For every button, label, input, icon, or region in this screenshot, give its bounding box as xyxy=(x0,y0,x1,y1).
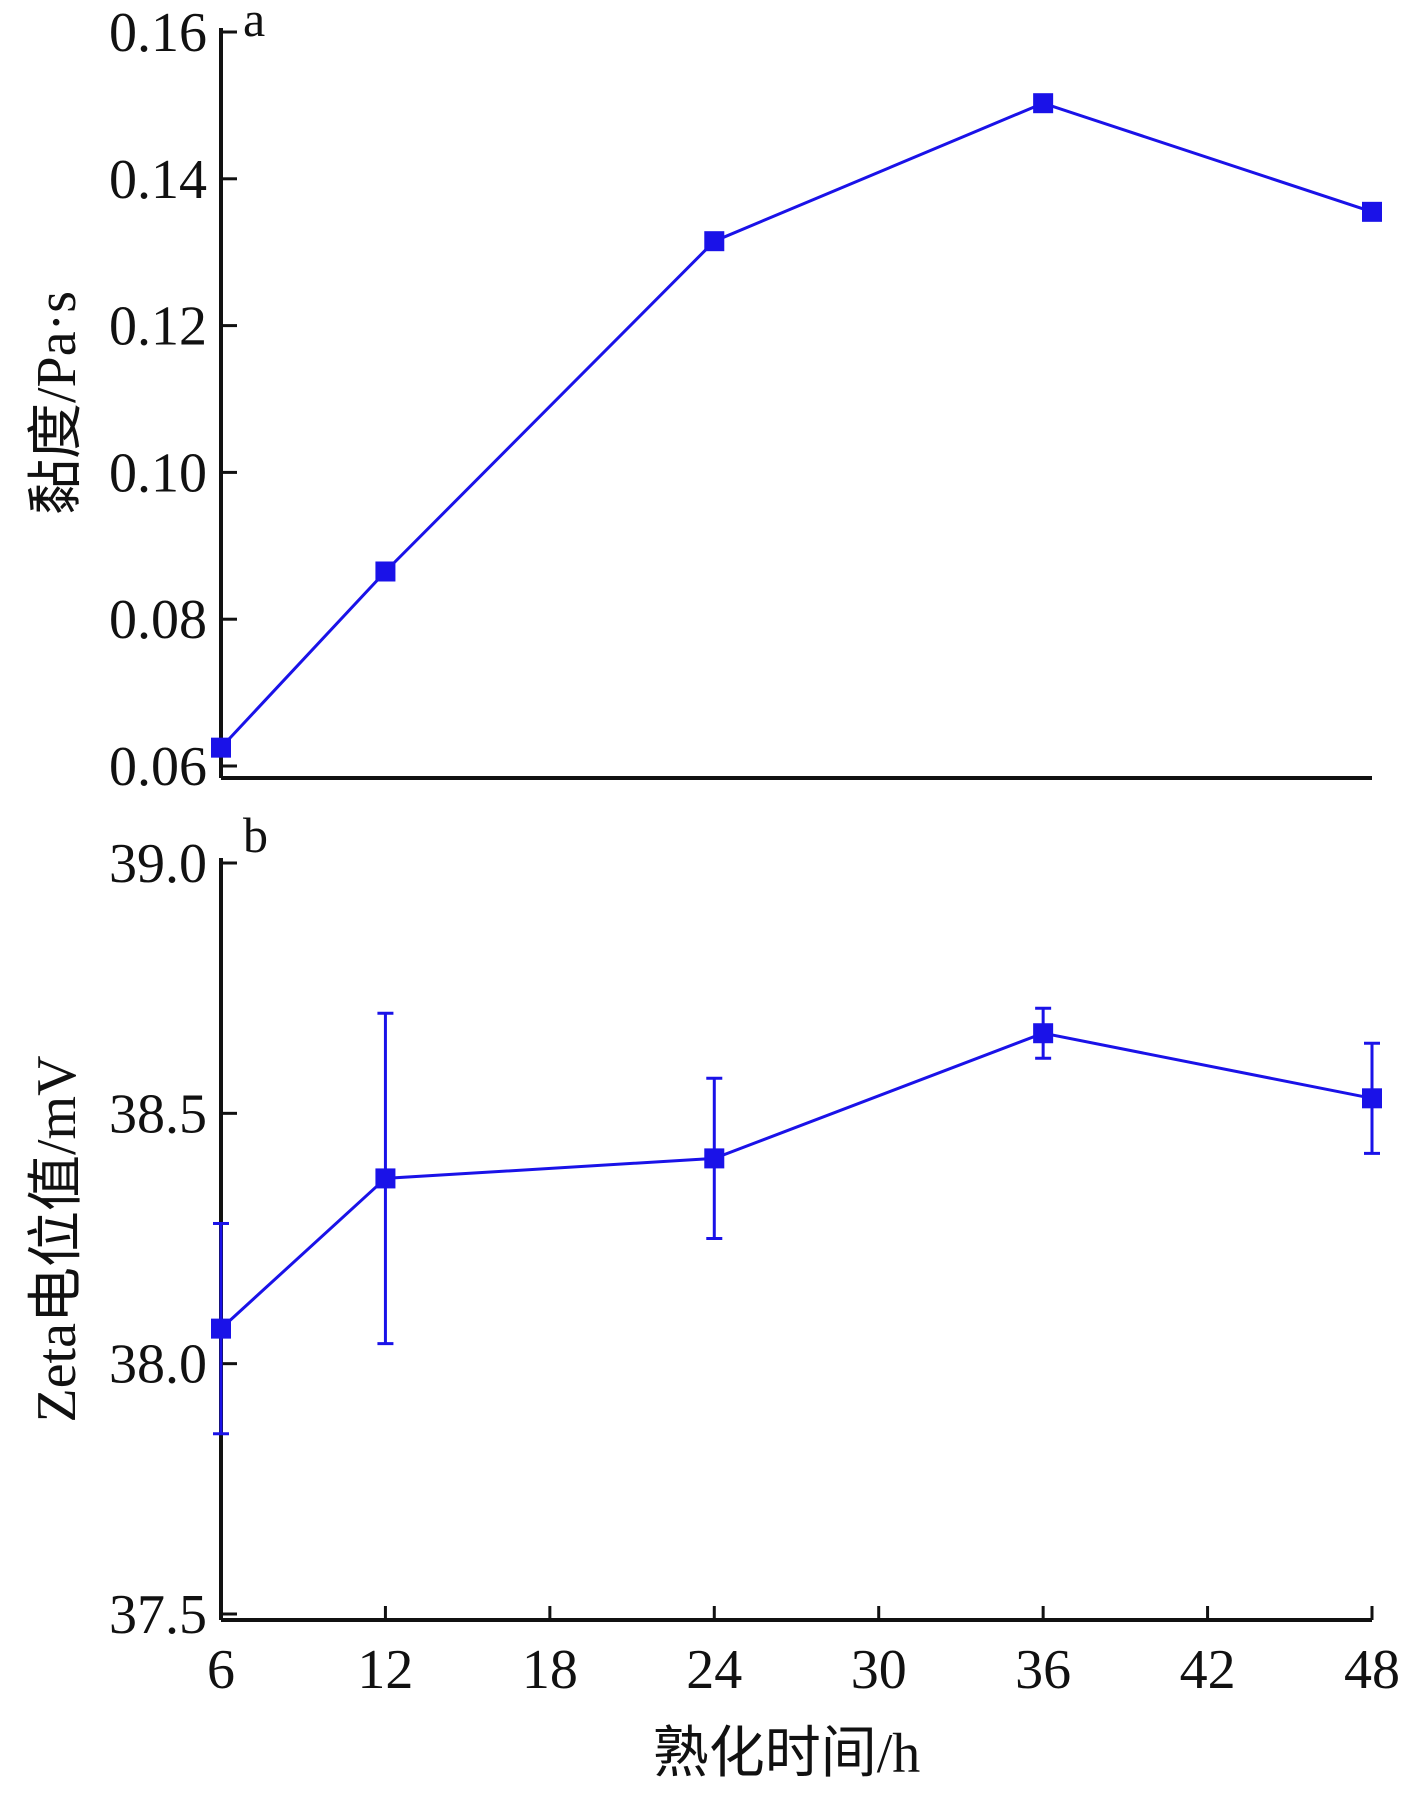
panel-b-zeta-potential: 37.5 38.0 38.5 39.0 6 12 18 24 30 36 42 48 b Zeta电… xyxy=(26,807,1400,1785)
y-tick-label: 0.08 xyxy=(109,589,207,651)
y-tick-label: 0.12 xyxy=(109,296,207,358)
x-tick-label: 48 xyxy=(1344,1639,1400,1701)
panel-b-series xyxy=(211,1006,1382,1436)
x-axis-title: 熟化时间/h xyxy=(653,1723,921,1785)
y-tick-label: 0.06 xyxy=(109,736,207,798)
x-tick-label: 42 xyxy=(1180,1639,1236,1701)
y-tick-label: 38.5 xyxy=(109,1083,207,1145)
data-point-marker xyxy=(1033,93,1054,114)
data-point-marker xyxy=(375,561,396,582)
panel-a-series xyxy=(211,93,1382,758)
series-line xyxy=(219,101,1373,749)
x-tick-label: 18 xyxy=(522,1639,578,1701)
panel-b-y-axis-title: Zeta电位值/mV xyxy=(26,1055,88,1422)
y-tick-label: 37.5 xyxy=(109,1584,207,1646)
data-point-marker xyxy=(1033,1023,1054,1044)
y-tick-label: 0.14 xyxy=(109,149,207,211)
data-point-marker xyxy=(1362,1088,1382,1109)
x-tick-label: 30 xyxy=(851,1639,907,1701)
panel-a-y-axis-title: 黏度/Pa·s xyxy=(26,291,88,515)
data-point-marker xyxy=(211,1318,231,1339)
panel-b-y-ticks: 37.5 38.0 38.5 39.0 xyxy=(109,833,237,1646)
panel-a-viscosity: 0.06 0.08 0.10 0.12 0.14 0.16 a 黏度/Pa·s xyxy=(26,0,1382,798)
panel-a-label: a xyxy=(243,0,265,47)
x-tick-label: 6 xyxy=(207,1639,235,1701)
data-point-marker xyxy=(704,231,725,252)
data-point-marker xyxy=(1362,201,1382,222)
y-tick-label: 38.0 xyxy=(109,1334,207,1396)
panel-b-label: b xyxy=(243,807,268,863)
x-tick-label: 12 xyxy=(357,1639,413,1701)
panel-b-x-ticks: 6 12 18 24 30 36 42 48 xyxy=(207,1606,1400,1701)
panel-a-y-ticks: 0.06 0.08 0.10 0.12 0.14 0.16 xyxy=(109,2,237,798)
x-tick-label: 36 xyxy=(1015,1639,1071,1701)
y-tick-label: 0.16 xyxy=(109,2,207,64)
data-point-marker xyxy=(704,1148,725,1169)
data-point-marker xyxy=(211,737,231,758)
y-tick-label: 0.10 xyxy=(109,442,207,504)
data-point-marker xyxy=(375,1168,396,1189)
x-tick-label: 24 xyxy=(686,1639,742,1701)
y-tick-label: 39.0 xyxy=(109,833,207,895)
